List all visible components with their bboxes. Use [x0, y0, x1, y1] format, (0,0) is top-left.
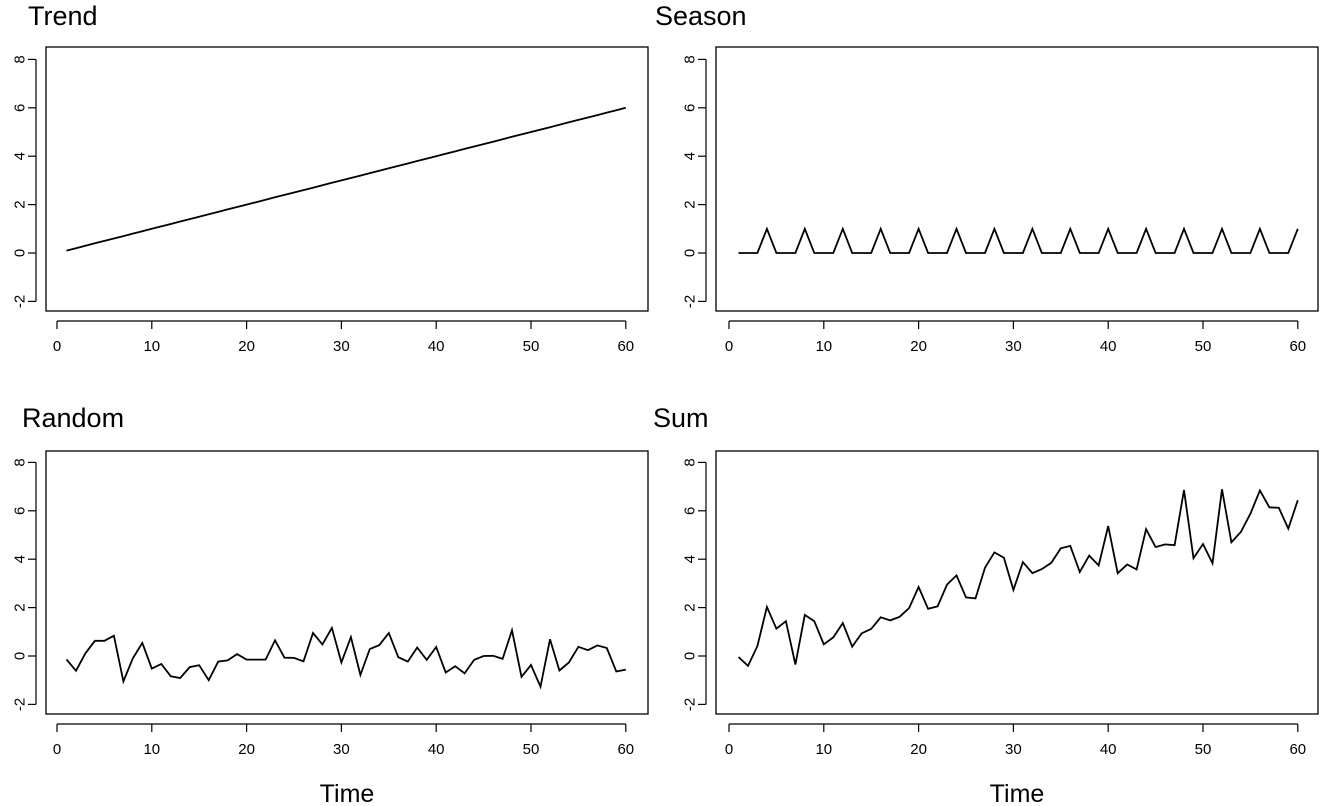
x-tick-label: 50 [1195, 741, 1212, 758]
y-tick-label: 2 [12, 200, 29, 208]
y-tick-label: 8 [12, 55, 29, 63]
y-tick-label: 0 [682, 249, 699, 257]
y-tick-label: 4 [12, 555, 29, 563]
x-tick-label: 60 [1289, 741, 1306, 758]
x-tick-label: 10 [143, 741, 160, 758]
panel-season: Season 0 10 20 30 40 50 60 -2 0 2 4 6 8 [655, 1, 1319, 355]
x-tick-label: 50 [523, 338, 540, 355]
y-tick-label: 0 [682, 652, 699, 660]
y-tick-label: 0 [12, 249, 29, 257]
y-tick-label: 4 [12, 152, 29, 160]
x-tick-label: 60 [617, 338, 634, 355]
panel-sum: Sum 0 10 20 30 40 50 60 -2 0 2 4 6 8 Time [653, 403, 1319, 806]
series-line-trend [66, 106, 627, 252]
y-tick-label: -2 [682, 295, 699, 308]
x-tick-label: 20 [910, 741, 927, 758]
y-tick-label: -2 [682, 698, 699, 711]
y-tick-label: 4 [682, 555, 699, 563]
x-tick-label: 40 [1100, 338, 1117, 355]
x-tick-label: 10 [143, 338, 160, 355]
panel-random: Random 0 10 20 30 40 50 60 -2 0 2 4 6 8 Time [12, 403, 649, 806]
x-tick-label: 30 [1005, 741, 1022, 758]
y-tick-label: 6 [12, 507, 29, 515]
x-tick-label: 10 [815, 338, 832, 355]
x-tick-label: 30 [333, 741, 350, 758]
x-tick-label: 40 [428, 338, 445, 355]
series-line-sum [737, 488, 1299, 668]
x-axis: 0 10 20 30 40 50 60 [725, 723, 1306, 758]
y-axis: -2 0 2 4 6 8 [12, 458, 37, 711]
y-tick-label: 2 [12, 603, 29, 611]
y-tick-label: 6 [12, 104, 29, 112]
x-axis-label: Time [990, 780, 1045, 806]
y-tick-label: 8 [12, 458, 29, 466]
x-tick-label: 0 [53, 741, 61, 758]
y-tick-label: 6 [682, 104, 699, 112]
plot-box [45, 46, 649, 312]
x-tick-label: 20 [238, 338, 255, 355]
x-tick-label: 20 [910, 338, 927, 355]
series-line-random [65, 625, 626, 690]
y-tick-label: 6 [682, 507, 699, 515]
y-tick-label: 8 [682, 55, 699, 63]
x-tick-label: 50 [1195, 338, 1212, 355]
y-tick-label: 8 [682, 458, 699, 466]
panel-trend: Trend 0 10 20 30 40 50 60 -2 0 2 4 6 8 [12, 1, 649, 355]
x-tick-label: 0 [725, 338, 733, 355]
x-tick-label: 0 [53, 338, 61, 355]
x-tick-label: 50 [523, 741, 540, 758]
y-axis: -2 0 2 4 6 8 [682, 458, 707, 711]
y-tick-label: 2 [682, 603, 699, 611]
x-tick-label: 60 [617, 741, 634, 758]
panel-title: Season [655, 1, 747, 31]
x-tick-label: 40 [428, 741, 445, 758]
panel-title: Sum [653, 403, 709, 433]
x-tick-label: 20 [238, 741, 255, 758]
x-axis: 0 10 20 30 40 50 60 [53, 320, 634, 355]
y-tick-label: 4 [682, 152, 699, 160]
x-axis-label: Time [320, 780, 375, 806]
y-axis: -2 0 2 4 6 8 [682, 55, 707, 308]
plot-box [45, 450, 649, 715]
x-axis: 0 10 20 30 40 50 60 [725, 320, 1306, 355]
x-tick-label: 0 [725, 741, 733, 758]
y-tick-label: -2 [12, 698, 29, 711]
x-tick-label: 60 [1289, 338, 1306, 355]
y-tick-label: -2 [12, 295, 29, 308]
y-tick-label: 2 [682, 200, 699, 208]
x-tick-label: 10 [815, 741, 832, 758]
plot-box [715, 450, 1319, 715]
series-line-season [738, 226, 1299, 254]
panel-title: Trend [28, 1, 98, 31]
x-axis: 0 10 20 30 40 50 60 [53, 723, 634, 758]
y-tick-label: 0 [12, 652, 29, 660]
x-tick-label: 30 [1005, 338, 1022, 355]
x-tick-label: 30 [333, 338, 350, 355]
x-tick-label: 40 [1100, 741, 1117, 758]
plot-box [715, 46, 1319, 312]
y-axis: -2 0 2 4 6 8 [12, 55, 37, 308]
panel-title: Random [22, 403, 124, 433]
